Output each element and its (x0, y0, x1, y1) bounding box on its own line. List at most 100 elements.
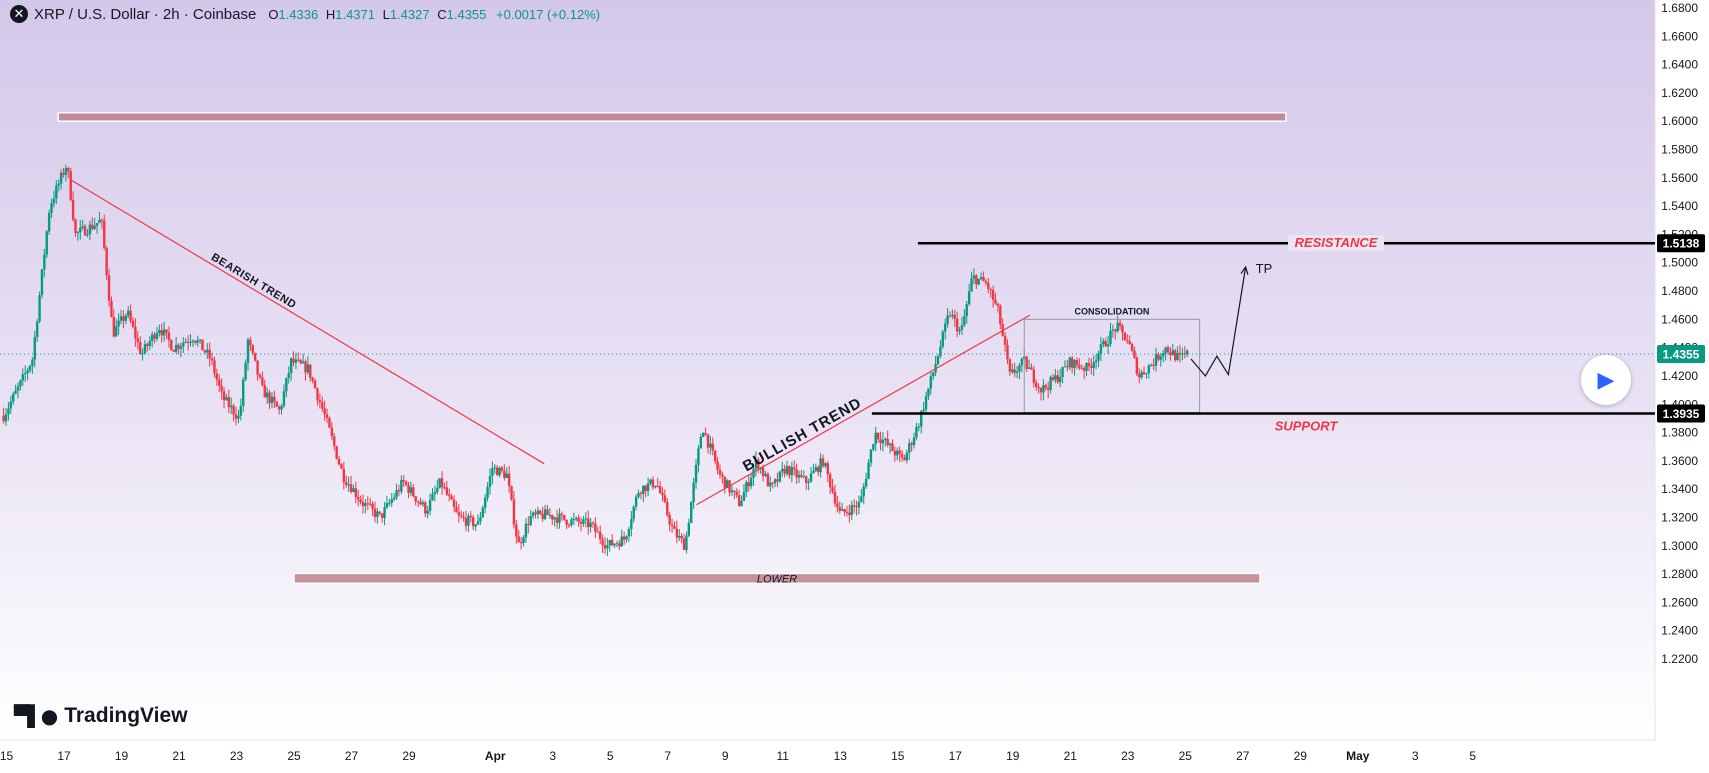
candle (1075, 357, 1079, 370)
projection-path[interactable] (1190, 266, 1247, 377)
candle (773, 478, 777, 488)
candle (685, 531, 688, 554)
x-tick-label: 29 (1294, 749, 1308, 763)
candle (134, 318, 137, 347)
candle (970, 271, 973, 292)
candle (7, 402, 10, 421)
consolidation-label: CONSOLIDATION (1075, 306, 1150, 316)
y-tick-label: 1.3200 (1661, 510, 1698, 524)
tradingview-brand[interactable]: ▀▌● TradingView (14, 704, 188, 728)
candle (493, 464, 496, 474)
candle (678, 528, 681, 541)
candle (625, 535, 628, 543)
bearish-trend-line[interactable] (69, 178, 545, 465)
candle (1011, 363, 1014, 375)
candle (1166, 345, 1170, 355)
candle (596, 526, 599, 533)
candle (912, 432, 916, 449)
candle (366, 496, 369, 511)
candle (567, 522, 571, 529)
candle (536, 506, 540, 519)
last-price-tag[interactable]: 1.4355 (1657, 345, 1705, 364)
candle (1027, 359, 1031, 370)
candle (115, 318, 118, 337)
candle (752, 465, 755, 486)
candle (622, 531, 626, 545)
candle (196, 335, 199, 347)
candle (1135, 355, 1139, 377)
candle (325, 408, 329, 424)
candle (443, 482, 446, 490)
candle (766, 471, 770, 487)
candle (529, 509, 532, 527)
candle (239, 398, 243, 421)
x-tick-label: 15 (891, 749, 905, 763)
top-zone[interactable] (57, 111, 1287, 122)
candle (565, 519, 568, 530)
candle (1085, 362, 1088, 377)
candle (943, 318, 947, 340)
lower-zone[interactable] (293, 572, 1261, 585)
candle (1042, 379, 1045, 401)
candle (495, 465, 499, 476)
candle (2, 407, 5, 424)
candle (117, 313, 120, 335)
play-button[interactable]: ▶ (1581, 355, 1631, 405)
candle (40, 268, 44, 299)
candle (639, 491, 643, 500)
candle (282, 384, 286, 408)
candle (28, 364, 32, 373)
candle (510, 485, 513, 501)
candle (1080, 364, 1083, 370)
x-tick-label: 27 (345, 749, 359, 763)
candle (47, 209, 51, 236)
candle (467, 513, 470, 533)
candle (256, 360, 259, 381)
low-value: 1.4327 (389, 6, 430, 22)
candle (812, 463, 815, 474)
candle (328, 416, 331, 429)
candle (407, 481, 410, 499)
candle (613, 543, 616, 548)
symbol-title[interactable]: XRP / U.S. Dollar · 2h · Coinbase (34, 5, 257, 23)
candle (244, 359, 247, 382)
candle (814, 463, 818, 473)
candle (1130, 342, 1134, 353)
candle (577, 514, 580, 527)
support-price-tag[interactable]: 1.3935 (1657, 404, 1705, 423)
candle (1056, 370, 1059, 385)
resistance-price-tag[interactable]: 1.5138 (1657, 234, 1705, 253)
candle (143, 340, 147, 355)
candle (754, 451, 758, 477)
x-tick-label: 3 (549, 749, 556, 763)
bullish-trend-line[interactable] (696, 314, 1031, 506)
candle (646, 477, 650, 497)
candle (575, 516, 578, 522)
y-tick-label: 1.5800 (1661, 143, 1698, 157)
tradingview-logo-icon: ▀▌● (14, 704, 58, 728)
candle (979, 272, 983, 281)
candle (483, 494, 487, 514)
candle (177, 343, 180, 355)
candle (136, 331, 139, 350)
candle (378, 511, 381, 516)
candle (1126, 334, 1129, 344)
candle (414, 495, 417, 506)
candle (93, 218, 96, 230)
candle (888, 442, 892, 454)
candle (33, 330, 36, 368)
candle (855, 500, 858, 516)
candle (457, 504, 461, 523)
candle (654, 485, 657, 489)
candle (455, 501, 458, 513)
candle (1181, 347, 1184, 361)
candle (409, 481, 413, 497)
candle (160, 323, 163, 343)
candle (848, 504, 851, 523)
candle (428, 493, 432, 516)
candle (299, 358, 302, 365)
y-tick-label: 1.4600 (1661, 312, 1698, 326)
candle (438, 478, 441, 489)
candle (1185, 349, 1189, 357)
